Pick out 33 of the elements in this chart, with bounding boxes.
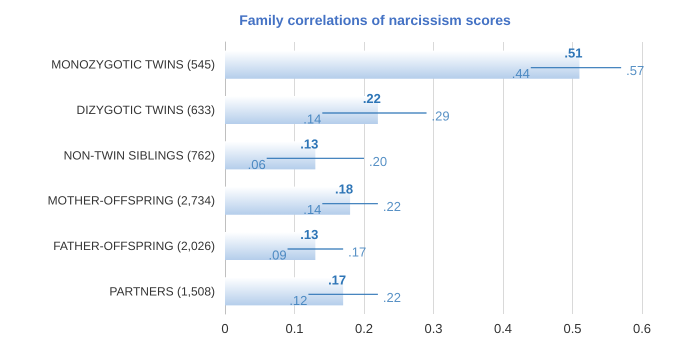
annotation: .17 xyxy=(348,244,366,260)
y-tick-label: PARTNERS (1,508) xyxy=(109,284,215,298)
x-tick-label: 0.2 xyxy=(354,321,374,336)
annotation: .09 xyxy=(268,248,287,262)
data-label: .51 xyxy=(564,46,582,61)
annotation: .22 xyxy=(382,290,401,305)
y-tick-label: DIZYGOTIC TWINS (633) xyxy=(76,103,215,117)
x-tick-label: 0.6 xyxy=(632,321,652,336)
annotation: .29 xyxy=(432,108,450,124)
annotation: .44 xyxy=(512,66,530,82)
x-tick-label: 0.5 xyxy=(563,321,582,336)
x-tick-label: 0.3 xyxy=(424,321,443,336)
annotation: .06 xyxy=(248,156,266,172)
annotation: .14 xyxy=(303,202,322,218)
data-label: .18 xyxy=(335,182,354,197)
y-tick-label: FATHER-OFFSPRING (2,026) xyxy=(53,239,215,253)
x-tick-label: 0.1 xyxy=(285,321,304,336)
data-label: .13 xyxy=(300,136,318,152)
annotation: .12 xyxy=(289,292,308,308)
data-label: .13 xyxy=(300,226,318,242)
annotation: .57 xyxy=(626,63,644,78)
y-tick-label: MONOZYGOTIC TWINS (545) xyxy=(51,58,215,72)
data-label: .22 xyxy=(362,90,381,106)
annotation: .14 xyxy=(303,112,322,126)
annotation: .22 xyxy=(382,199,401,214)
annotation: .20 xyxy=(369,154,388,169)
x-tick-label: 0.4 xyxy=(494,321,512,336)
bar xyxy=(225,277,344,306)
data-label: .17 xyxy=(328,272,346,288)
x-tick-label: 0 xyxy=(221,321,229,336)
y-tick-label: MOTHER-OFFSPRING (2,734) xyxy=(48,194,215,208)
chart-title: Family correlations of narcissism scores xyxy=(239,12,511,28)
y-tick-label: NON-TWIN SIBLINGS (762) xyxy=(64,148,215,162)
